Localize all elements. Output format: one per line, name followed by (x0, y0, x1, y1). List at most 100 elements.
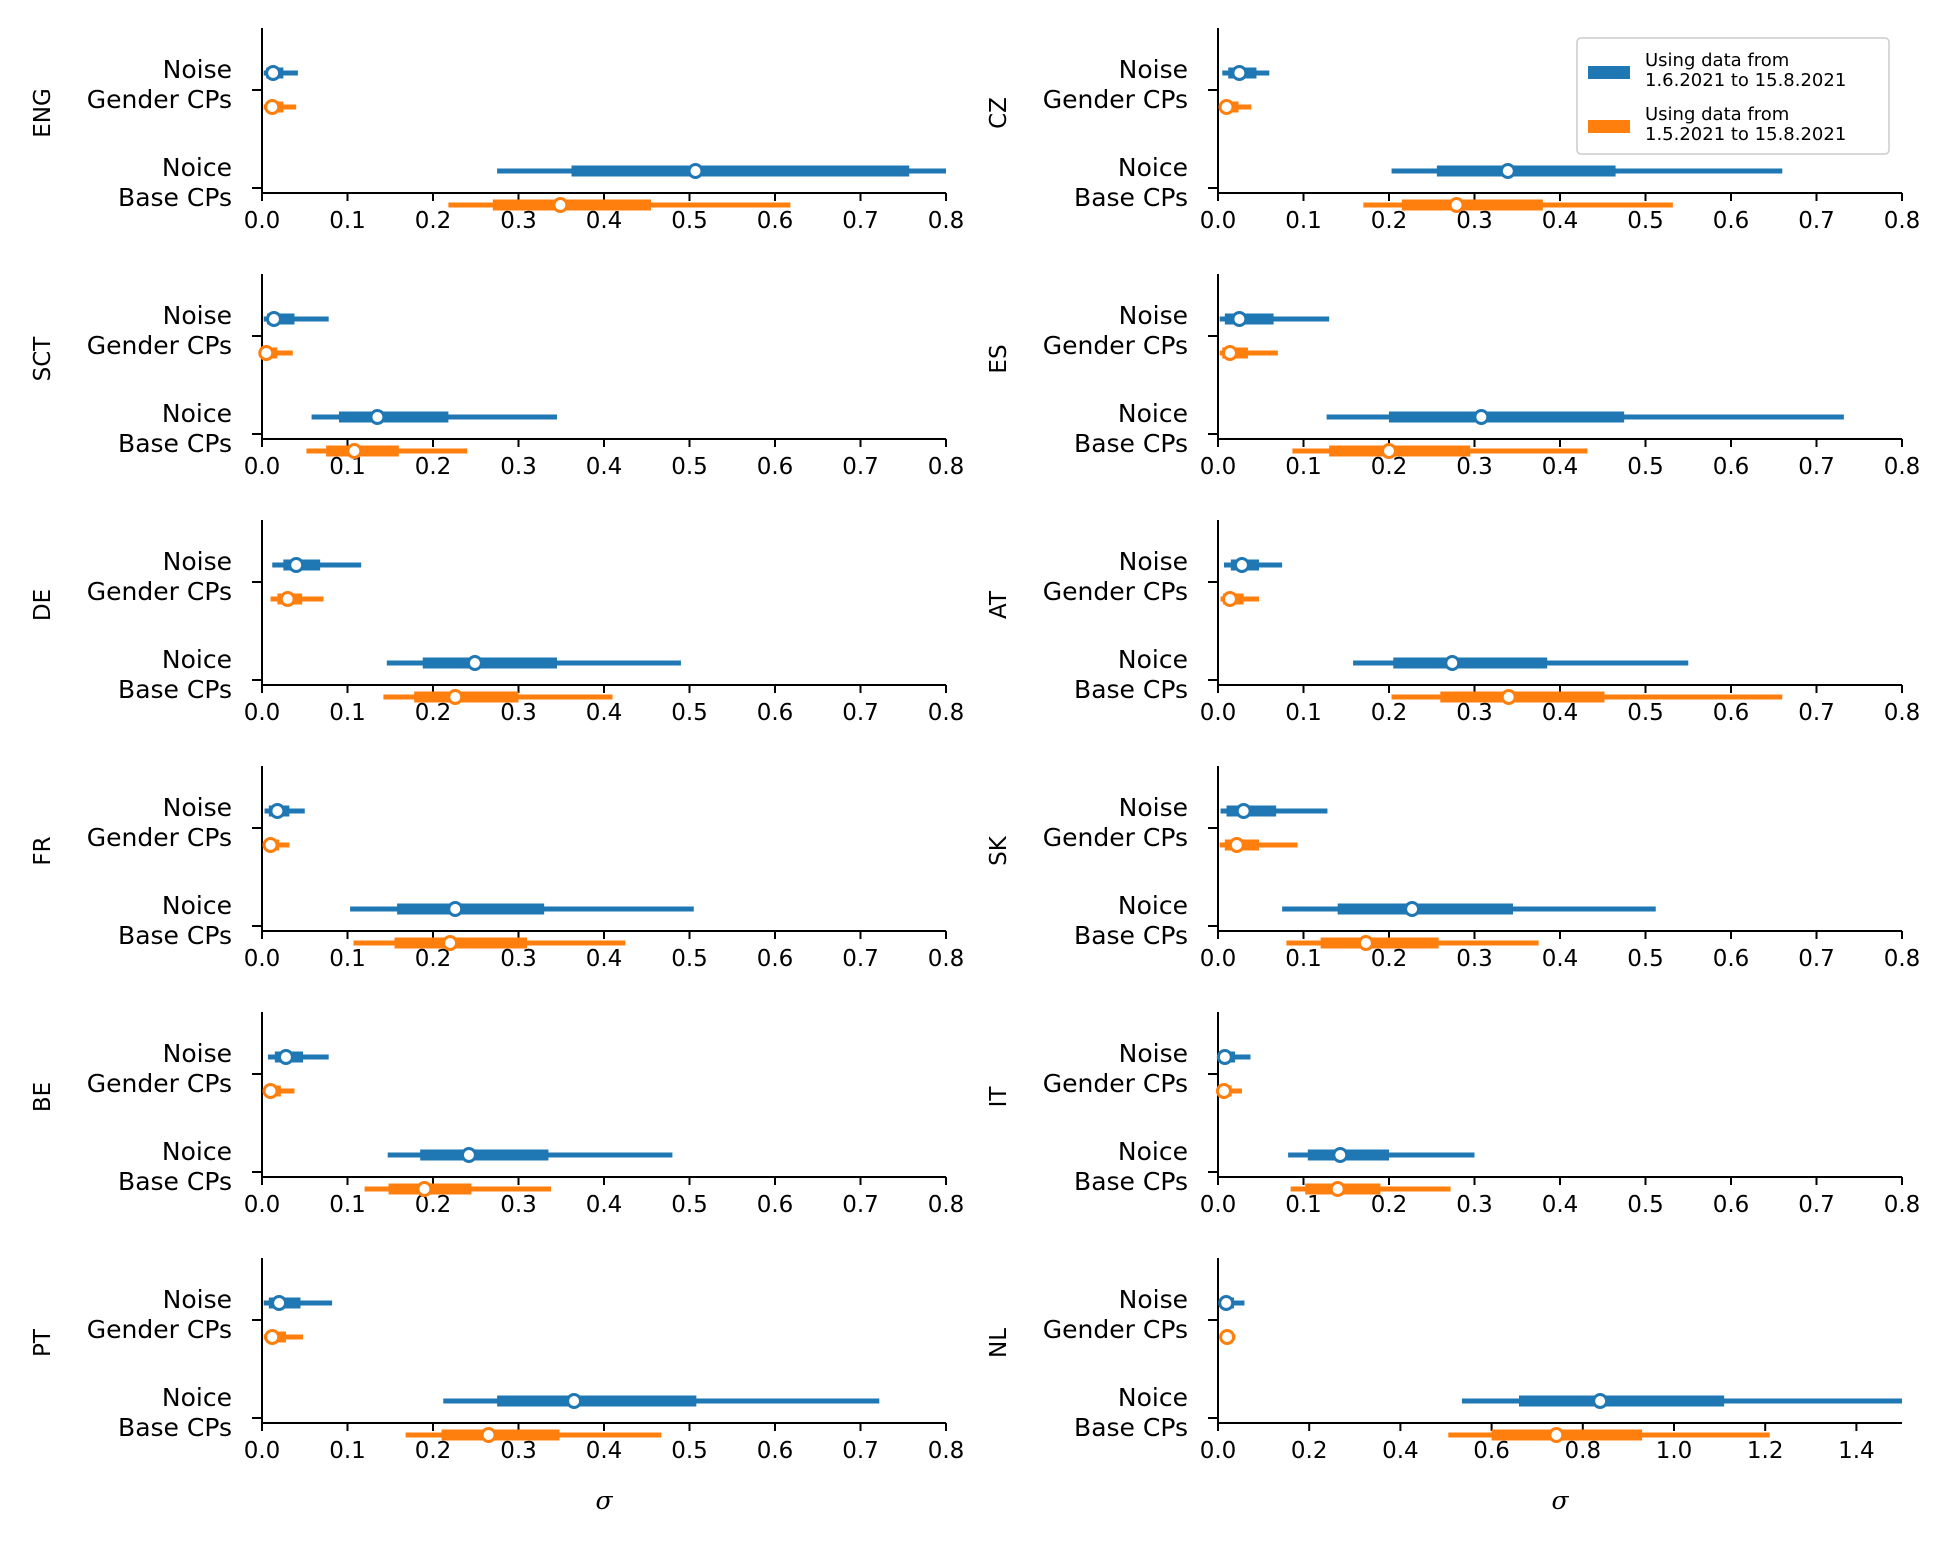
x-tick-label: 0.0 (244, 1438, 281, 1464)
x-tick-label: 0.3 (1456, 946, 1493, 972)
x-tick-label: 0.0 (1200, 454, 1237, 480)
x-tick-label: 0.4 (1542, 1192, 1579, 1218)
x-tick-label: 1.0 (1656, 1438, 1693, 1464)
y-label-gender-cps: Gender CPs (87, 1315, 232, 1344)
x-tick-label: 0.8 (1884, 946, 1921, 972)
x-tick-label: 0.5 (1627, 208, 1664, 234)
panel-country-label: DE (30, 589, 56, 621)
x-tick-label: 1.4 (1838, 1438, 1875, 1464)
y-label-base-cps: Base CPs (1074, 1167, 1188, 1196)
x-tick-label: 0.2 (1371, 1192, 1408, 1218)
legend-entry-line1: Using data from (1645, 50, 1789, 71)
x-tick-label: 0.6 (1713, 454, 1750, 480)
x-tick-label: 0.5 (671, 454, 708, 480)
y-label-noise: Noise (1119, 547, 1188, 576)
orange-base-median-point (447, 689, 464, 705)
orange-base-median-point (1381, 443, 1397, 459)
x-tick-label: 0.3 (1456, 454, 1493, 480)
y-label-gender-cps: Gender CPs (87, 823, 232, 852)
orange-base-median-point (1548, 1427, 1565, 1443)
x-tick-label: 0.8 (1565, 1438, 1602, 1464)
x-tick-label: 0.4 (586, 700, 623, 726)
y-label-noice: Noice (162, 891, 232, 920)
x-tick-label: 0.7 (1798, 700, 1835, 726)
x-tick-label: 0.6 (1713, 700, 1750, 726)
y-label-gender-cps: Gender CPs (87, 331, 232, 360)
blue-noise-median-point (1216, 1049, 1233, 1065)
x-tick-label: 0.3 (500, 1438, 537, 1464)
x-tick-label: 0.4 (1382, 1438, 1419, 1464)
orange-noise-median-point (279, 591, 296, 607)
blue-base-median-point (1499, 163, 1516, 179)
x-tick-label: 0.5 (671, 1192, 708, 1218)
x-tick-label: 0.2 (415, 454, 452, 480)
x-tick-label: 0.4 (586, 1438, 623, 1464)
x-tick-label: 0.1 (1285, 454, 1322, 480)
x-tick-label: 0.2 (415, 700, 452, 726)
y-label-noice: Noice (162, 1137, 232, 1166)
x-tick-label: 0.7 (842, 1192, 879, 1218)
x-tick-label: 0.3 (1456, 700, 1493, 726)
x-tick-label: 0.8 (928, 1192, 965, 1218)
y-label-gender-cps: Gender CPs (1043, 577, 1188, 606)
panel-country-label: SCT (30, 336, 56, 382)
x-tick-label: 0.1 (329, 1438, 366, 1464)
x-tick-label: 0.0 (244, 208, 281, 234)
x-tick-label: 0.1 (329, 700, 366, 726)
x-tick-label: 0.4 (1542, 700, 1579, 726)
panel-country-label: AT (986, 590, 1012, 619)
legend-entry-line1: Using data from (1645, 104, 1789, 125)
x-tick-label: 0.5 (671, 208, 708, 234)
y-label-noice: Noice (1118, 891, 1188, 920)
x-tick-label: 0.7 (842, 946, 879, 972)
x-tick-label: 0.0 (1200, 946, 1237, 972)
blue-noise-median-point (1235, 803, 1252, 819)
blue-base-median-point (566, 1393, 583, 1409)
y-label-gender-cps: Gender CPs (87, 1069, 232, 1098)
x-tick-label: 0.3 (500, 208, 537, 234)
panel-country-label: CZ (986, 97, 1012, 129)
y-label-noise: Noise (163, 55, 232, 84)
orange-base-median-point (346, 443, 363, 459)
x-tick-label: 0.4 (586, 208, 623, 234)
y-label-base-cps: Base CPs (1074, 429, 1188, 458)
orange-base-median-point (1500, 689, 1517, 705)
x-tick-label: 0.8 (1884, 700, 1921, 726)
y-label-noise: Noise (1119, 793, 1188, 822)
y-label-gender-cps: Gender CPs (87, 577, 232, 606)
x-tick-label: 0.1 (1285, 1192, 1322, 1218)
blue-base-median-point (687, 163, 704, 179)
blue-noise-median-point (1231, 65, 1248, 81)
panel-country-label: ES (986, 344, 1012, 373)
x-tick-label: 0.0 (1200, 1438, 1237, 1464)
x-tick-label: 0.5 (1627, 454, 1664, 480)
x-tick-label: 0.6 (757, 1192, 794, 1218)
legend-swatch (1588, 120, 1630, 133)
y-label-gender-cps: Gender CPs (1043, 331, 1188, 360)
x-tick-label: 0.2 (415, 1192, 452, 1218)
x-tick-label: 0.2 (1291, 1438, 1328, 1464)
y-label-noise: Noise (1119, 1039, 1188, 1068)
y-label-base-cps: Base CPs (118, 1413, 232, 1442)
x-tick-label: 0.8 (928, 208, 965, 234)
panel-country-label: FR (30, 836, 56, 865)
y-label-base-cps: Base CPs (118, 675, 232, 704)
x-tick-label: 0.0 (1200, 700, 1237, 726)
y-label-noice: Noice (162, 1383, 232, 1412)
x-tick-label: 0.3 (500, 1192, 537, 1218)
y-label-noise: Noise (163, 793, 232, 822)
y-label-noice: Noice (1118, 1137, 1188, 1166)
x-tick-label: 0.1 (1285, 208, 1322, 234)
blue-base-median-point (466, 655, 483, 671)
y-label-noise: Noise (1119, 55, 1188, 84)
blue-base-median-point (1332, 1147, 1349, 1163)
x-tick-label: 0.4 (586, 1192, 623, 1218)
y-label-noise: Noise (163, 547, 232, 576)
x-tick-label: 0.7 (842, 1438, 879, 1464)
